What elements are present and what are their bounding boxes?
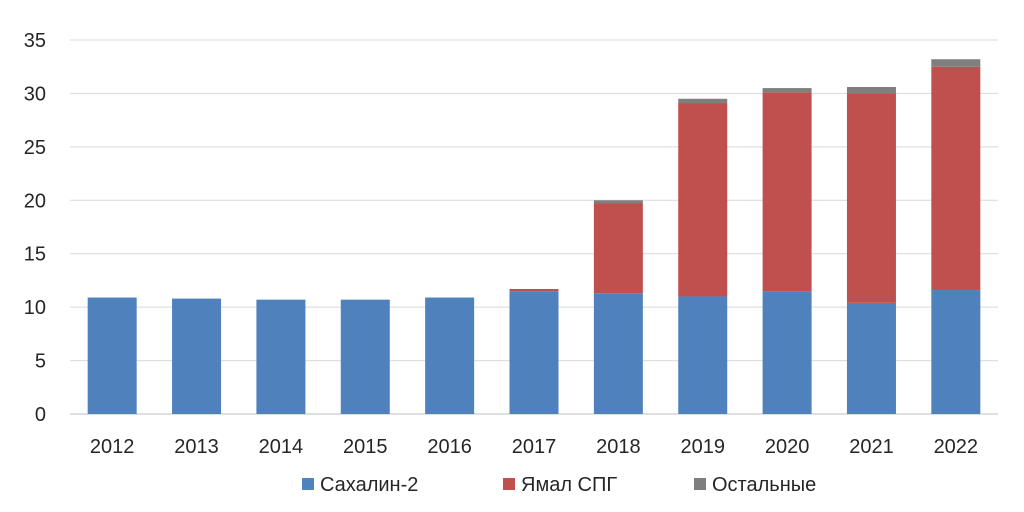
bars	[87, 59, 981, 414]
y-tick-label: 0	[35, 404, 46, 426]
bar-segment-2	[931, 59, 981, 67]
bar-segment-0	[846, 302, 896, 414]
y-tick-label: 25	[24, 137, 46, 159]
bar-segment-2	[593, 200, 643, 204]
y-tick-label: 20	[24, 190, 46, 212]
bar-segment-2	[846, 87, 896, 94]
x-tick-label: 2013	[174, 436, 219, 458]
y-tick-label: 15	[24, 244, 46, 266]
x-tick-label: 2014	[259, 436, 304, 458]
x-tick-label: 2022	[934, 436, 979, 458]
y-tick-label: 5	[35, 351, 46, 373]
legend-label: Сахалин-2	[320, 474, 418, 496]
bar-segment-1	[846, 93, 896, 303]
x-tick-label: 2018	[596, 436, 641, 458]
bar-segment-0	[509, 291, 559, 414]
x-tick-label: 2016	[427, 436, 472, 458]
bar-segment-1	[931, 66, 981, 291]
legend-swatch	[503, 478, 515, 490]
y-axis-ticks: 0 5 10 15 20 25 30 35	[24, 30, 46, 426]
x-tick-label: 2020	[765, 436, 810, 458]
x-axis-ticks: 2012 2013 2014 2015 2016 2017 2018 2019 2020 2021…	[90, 436, 978, 458]
x-tick-label: 2017	[512, 436, 557, 458]
bar-segment-1	[678, 103, 728, 297]
legend-label: Остальные	[712, 474, 816, 496]
bar-segment-1	[593, 203, 643, 294]
bar-segment-1	[762, 92, 812, 292]
bar-segment-0	[931, 290, 981, 414]
bar-segment-0	[172, 298, 222, 414]
bar-segment-0	[87, 297, 137, 414]
legend-swatch	[694, 478, 706, 490]
legend-label: Ямал СПГ	[521, 474, 617, 496]
bar-segment-2	[762, 88, 812, 93]
bar-segment-0	[340, 299, 390, 414]
bar-segment-0	[762, 291, 812, 414]
y-tick-label: 30	[24, 83, 46, 105]
x-tick-label: 2015	[343, 436, 388, 458]
bar-segment-1	[509, 288, 559, 292]
bar-segment-0	[425, 297, 475, 414]
bar-segment-0	[678, 296, 728, 414]
legend-swatch	[302, 478, 314, 490]
bar-segment-0	[593, 293, 643, 414]
x-tick-label: 2012	[90, 436, 135, 458]
y-tick-label: 35	[24, 30, 46, 52]
legend: Сахалин-2 Ямал СПГ Остальные	[302, 474, 816, 496]
bar-segment-2	[678, 98, 728, 104]
x-tick-label: 2019	[680, 436, 725, 458]
bar-segment-0	[256, 299, 306, 414]
y-tick-label: 10	[24, 297, 46, 319]
x-tick-label: 2021	[849, 436, 894, 458]
